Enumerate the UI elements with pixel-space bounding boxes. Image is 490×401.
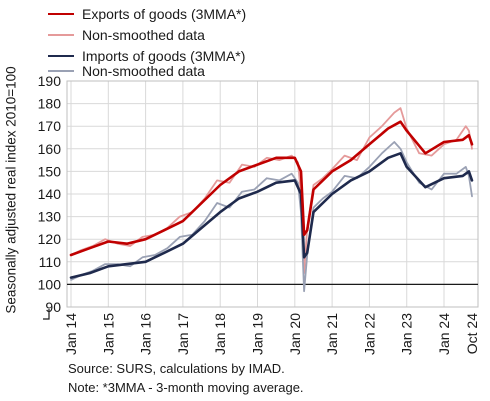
y-tick-label: 180 bbox=[38, 96, 62, 112]
y-tick-label: 120 bbox=[38, 231, 62, 247]
legend-label-imports-raw: Non-smoothed data bbox=[82, 63, 205, 79]
x-tick-label: Oct 24 bbox=[464, 313, 480, 354]
legend-swatch-exports bbox=[48, 13, 74, 15]
y-tick-label: 150 bbox=[38, 163, 62, 179]
legend-swatch-exports-raw bbox=[48, 34, 74, 36]
y-tick-label: 190 bbox=[38, 73, 62, 89]
y-tick-label: 90 bbox=[45, 299, 61, 315]
source-note: Source: SURS, calculations by IMAD. bbox=[68, 361, 285, 376]
legend-item-exports-raw: Non-smoothed data bbox=[48, 24, 205, 46]
x-tick-label: Jan 15 bbox=[100, 313, 116, 355]
y-tick-label: 160 bbox=[38, 141, 62, 157]
legend-item-imports: Imports of goods (3MMA*) bbox=[48, 45, 245, 67]
legend-label-exports: Exports of goods (3MMA*) bbox=[82, 6, 247, 22]
y-tick-label: 130 bbox=[38, 209, 62, 225]
y-tick-label: 140 bbox=[38, 186, 62, 202]
legend-item-exports: Exports of goods (3MMA*) bbox=[48, 3, 246, 25]
x-tick-label: Jan 17 bbox=[175, 313, 191, 355]
x-tick-label: Jan 24 bbox=[436, 313, 452, 355]
legend-item-imports-raw: Non-smoothed data bbox=[48, 60, 205, 82]
x-tick-label: Jan 22 bbox=[361, 313, 377, 355]
x-tick-label: Jan 19 bbox=[250, 313, 266, 355]
y-tick-label: 110 bbox=[39, 254, 62, 270]
x-tick-label: Jan 16 bbox=[138, 313, 154, 355]
legend-label-exports-raw: Non-smoothed data bbox=[82, 27, 205, 43]
y-tick-label: 170 bbox=[38, 118, 62, 134]
legend-label-imports: Imports of goods (3MMA*) bbox=[82, 48, 246, 64]
series-line-exports-raw bbox=[70, 107, 473, 275]
legend-swatch-imports-raw bbox=[48, 70, 74, 72]
x-tick-label: Jan 21 bbox=[324, 313, 340, 355]
series-line-imports bbox=[69, 152, 474, 279]
footnote: Note: *3MMA - 3-month moving average. bbox=[68, 380, 304, 395]
x-tick-label: Jan 14 bbox=[63, 313, 79, 355]
axis-break-icon bbox=[43, 309, 50, 320]
x-tick-label: Jan 18 bbox=[212, 313, 228, 355]
plot-area bbox=[66, 80, 479, 308]
x-tick-label: Jan 20 bbox=[287, 313, 303, 355]
series-line-exports bbox=[69, 120, 474, 257]
legend-swatch-imports bbox=[48, 55, 74, 57]
x-tick-label: Jan 23 bbox=[399, 313, 415, 355]
y-tick-label: 100 bbox=[38, 276, 62, 292]
